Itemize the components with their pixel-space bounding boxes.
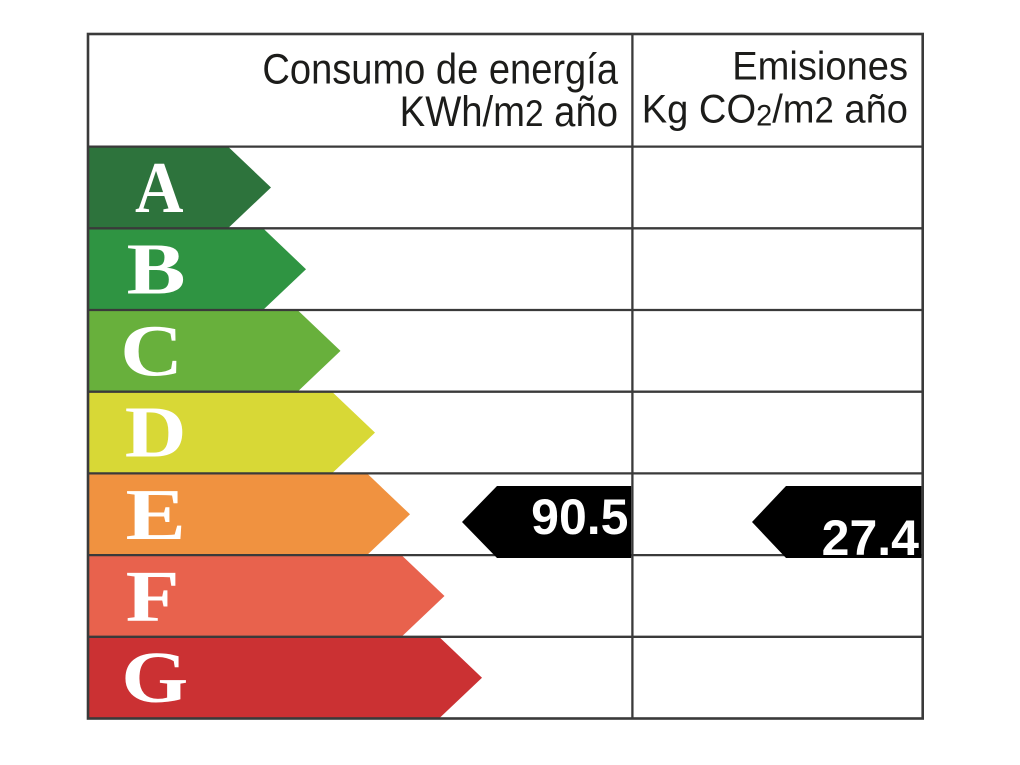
svg-text:C: C	[120, 312, 183, 392]
svg-text:F: F	[126, 556, 180, 637]
svg-text:E: E	[126, 474, 186, 555]
svg-text:Emisiones: Emisiones	[732, 45, 908, 89]
svg-text:A: A	[135, 147, 184, 228]
svg-text:B: B	[127, 229, 186, 310]
svg-text:KWh/m2 año: KWh/m2 año	[400, 87, 618, 135]
svg-text:27.4: 27.4	[822, 510, 920, 566]
svg-text:Consumo de energía: Consumo de energía	[262, 45, 618, 93]
svg-text:D: D	[125, 392, 187, 473]
svg-text:90.5: 90.5	[531, 489, 628, 545]
svg-text:Kg CO2/m2 año: Kg CO2/m2 año	[642, 88, 908, 133]
svg-text:G: G	[121, 638, 188, 718]
